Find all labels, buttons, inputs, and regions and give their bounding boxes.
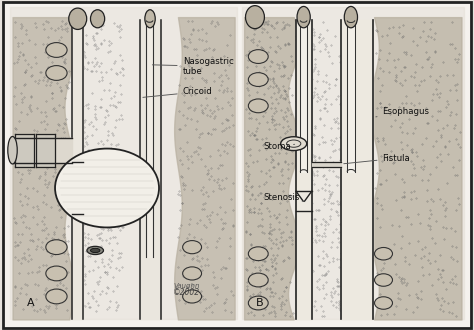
Ellipse shape — [87, 246, 103, 254]
Text: Fistula: Fistula — [344, 154, 410, 164]
Ellipse shape — [248, 99, 268, 113]
Ellipse shape — [46, 66, 67, 81]
Text: Nasogastric
tube: Nasogastric tube — [152, 56, 233, 76]
Ellipse shape — [281, 137, 307, 150]
Ellipse shape — [46, 240, 67, 254]
Ellipse shape — [182, 267, 201, 280]
Ellipse shape — [46, 266, 67, 281]
Ellipse shape — [248, 73, 268, 86]
Ellipse shape — [374, 274, 392, 286]
Ellipse shape — [248, 273, 268, 287]
Text: ©2002: ©2002 — [173, 288, 201, 297]
Text: Cricoid: Cricoid — [143, 87, 212, 97]
Ellipse shape — [46, 43, 67, 57]
Ellipse shape — [55, 148, 159, 227]
Text: Vaughn: Vaughn — [173, 283, 200, 289]
Ellipse shape — [248, 296, 268, 310]
Ellipse shape — [248, 50, 268, 63]
Text: A: A — [27, 298, 34, 308]
Ellipse shape — [145, 10, 155, 28]
Ellipse shape — [182, 290, 201, 303]
Ellipse shape — [374, 248, 392, 260]
Ellipse shape — [69, 8, 87, 29]
Ellipse shape — [8, 137, 17, 164]
Ellipse shape — [46, 289, 67, 304]
Text: Stenosis: Stenosis — [263, 192, 302, 202]
Ellipse shape — [344, 7, 357, 28]
Ellipse shape — [182, 241, 201, 254]
Ellipse shape — [91, 248, 100, 252]
Text: Stoma: Stoma — [263, 142, 295, 151]
Ellipse shape — [374, 297, 392, 309]
Ellipse shape — [297, 7, 310, 28]
Ellipse shape — [91, 10, 105, 28]
Text: Esophagus: Esophagus — [376, 107, 429, 117]
FancyBboxPatch shape — [3, 2, 471, 328]
Text: B: B — [256, 298, 264, 308]
Ellipse shape — [246, 6, 264, 29]
Ellipse shape — [248, 247, 268, 261]
